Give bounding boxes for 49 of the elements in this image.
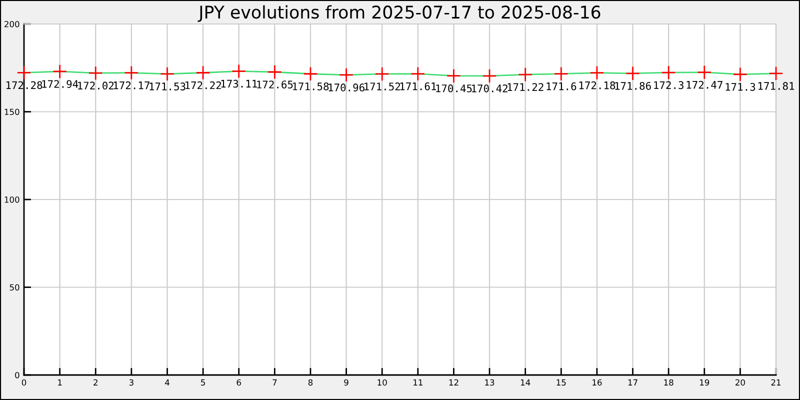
- y-tick-label: 0: [15, 372, 20, 378]
- data-label: 170.96: [328, 84, 364, 92]
- data-label: 172.22: [185, 81, 221, 90]
- data-label: 172.02: [78, 82, 114, 90]
- y-tick-label: 100: [4, 196, 20, 203]
- data-label: 170.45: [436, 84, 472, 92]
- x-tick-label: 1: [58, 379, 62, 386]
- data-label: 172.18: [579, 81, 616, 90]
- x-tick-label: 3: [129, 379, 134, 386]
- x-tick-label: 19: [700, 379, 710, 386]
- chart-title: JPY evolutions from 2025-07-17 to 2025-08-16: [198, 5, 600, 22]
- data-label: 171.6: [546, 82, 576, 90]
- data-label: 171.52: [364, 82, 400, 90]
- x-tick-label: 2: [94, 379, 98, 386]
- data-label: 173.11: [221, 80, 257, 88]
- data-label: 171.3: [726, 82, 756, 91]
- data-label: 171.53: [150, 82, 186, 90]
- x-tick-label: 10: [378, 379, 387, 386]
- x-tick-label: 16: [592, 379, 602, 386]
- data-label: 171.61: [400, 82, 436, 90]
- x-tick-label: 7: [272, 379, 277, 386]
- data-label: 172.94: [42, 80, 78, 88]
- x-tick-label: 20: [736, 379, 745, 386]
- data-label: 170.42: [472, 84, 508, 92]
- x-tick-label: 5: [201, 379, 205, 386]
- data-label: 171.58: [292, 82, 329, 90]
- x-tick-label: 17: [628, 379, 638, 386]
- x-tick-label: 4: [164, 379, 170, 386]
- y-tick-label: 150: [4, 108, 20, 116]
- x-tick-label: 14: [520, 379, 530, 386]
- y-tick-label: 200: [4, 20, 20, 28]
- data-label: 171.22: [508, 83, 544, 91]
- x-tick-label: 21: [771, 379, 781, 386]
- x-tick-label: 13: [485, 379, 494, 386]
- x-tick-label: 6: [236, 379, 241, 386]
- x-tick-label: 18: [664, 379, 674, 386]
- y-tick-label: 50: [10, 284, 20, 291]
- data-label: 172.47: [686, 80, 722, 89]
- x-tick-label: 12: [449, 379, 458, 386]
- x-tick-label: 0: [22, 379, 26, 386]
- x-tick-label: 9: [344, 379, 348, 386]
- data-label: 172.17: [114, 81, 150, 90]
- x-tick-label: 11: [414, 379, 422, 386]
- data-label: 171.81: [758, 82, 794, 90]
- data-label: 172.3: [654, 81, 684, 90]
- data-label: 172.65: [257, 80, 293, 88]
- x-tick-label: 15: [556, 379, 566, 386]
- data-label: 171.86: [615, 82, 651, 90]
- x-tick-label: 8: [308, 379, 313, 386]
